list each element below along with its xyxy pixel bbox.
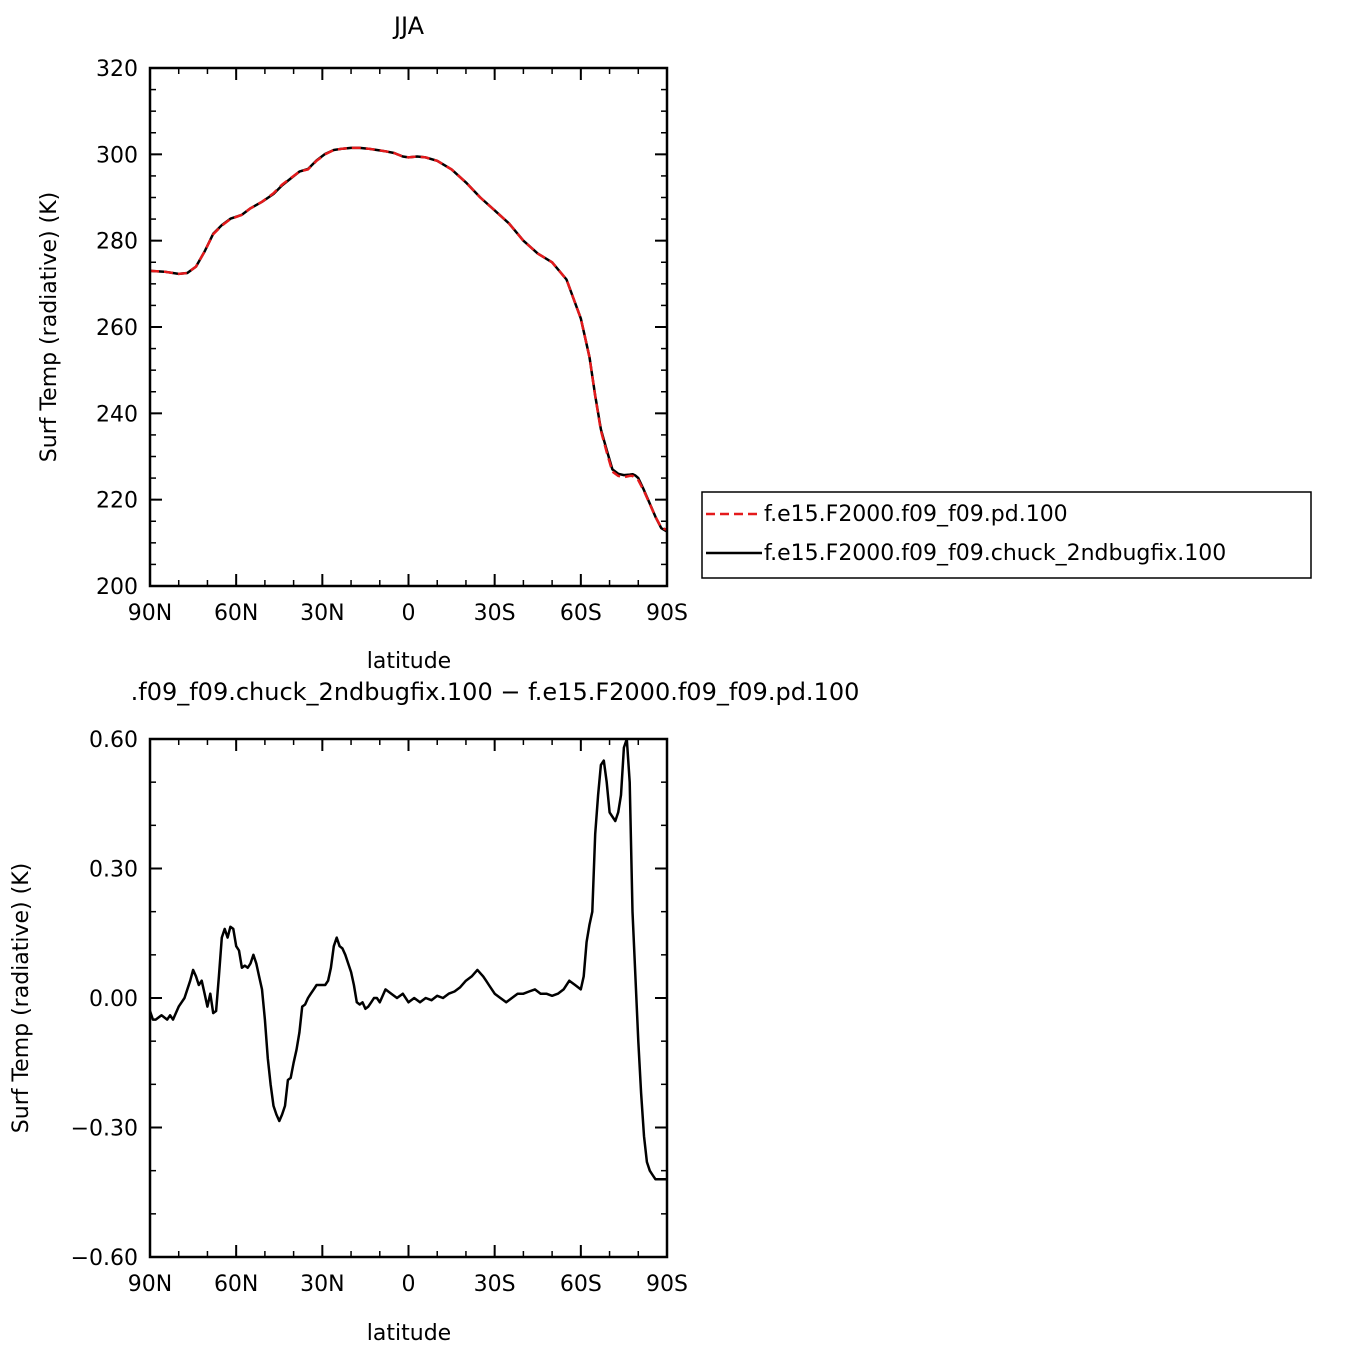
- bottom-x-tick-label: 60N: [214, 1272, 258, 1297]
- bottom-x-tick-label: 60S: [560, 1272, 602, 1297]
- bottom-x-tick-label: 90S: [646, 1272, 688, 1297]
- bottom-x-tick-label: 30S: [474, 1272, 516, 1297]
- legend-label-pd: f.e15.F2000.f09_f09.pd.100: [764, 502, 1068, 527]
- top-chart-xlabel: latitude: [367, 649, 451, 674]
- top-x-tick-label: 60N: [214, 601, 258, 626]
- top-y-tick-label: 280: [96, 230, 138, 255]
- bottom-x-tick-label: 0: [402, 1272, 416, 1297]
- top-y-tick-label: 200: [96, 575, 138, 600]
- bottom-chart-ticks: 90N 60N 30N 0 30S 60S 90S −0.60 −0.30 0.00 0.30 0.6…: [71, 728, 688, 1297]
- bottom-y-tick-label: 0.00: [89, 987, 138, 1012]
- top-chart-title: JJA: [392, 12, 425, 40]
- top-y-tick-label: 220: [96, 489, 138, 514]
- bottom-chart-xlabel: latitude: [367, 1321, 451, 1346]
- top-y-tick-label: 260: [96, 316, 138, 341]
- bottom-chart-title: .f09_f09.chuck_2ndbugfix.100 − f.e15.F20…: [131, 678, 860, 706]
- top-chart-panel: JJA 90N 60N 30N 0 30S 60S 90S 200 220 240 260 280 30…: [37, 12, 688, 674]
- top-x-tick-label: 60S: [560, 601, 602, 626]
- legend-box: [701, 491, 1312, 579]
- top-y-tick-label: 300: [96, 143, 138, 168]
- top-x-tick-label: 0: [402, 601, 416, 626]
- bottom-y-tick-label: 0.60: [89, 728, 138, 753]
- bottom-chart-frame: [148, 737, 669, 1259]
- top-chart-frame: [148, 66, 669, 588]
- bottom-chart-lines: [150, 739, 667, 1181]
- legend-label-chuck: f.e15.F2000.f09_f09.chuck_2ndbugfix.100: [764, 541, 1226, 566]
- bottom-series-line-0: [150, 739, 667, 1181]
- top-chart-ticks: 90N 60N 30N 0 30S 60S 90S 200 220 240 260 280 300 320: [96, 57, 688, 626]
- top-x-tick-label: 90N: [128, 601, 172, 626]
- bottom-x-tick-label: 30N: [300, 1272, 344, 1297]
- bottom-y-tick-label: −0.30: [71, 1117, 138, 1142]
- top-x-tick-label: 30N: [300, 601, 344, 626]
- top-x-tick-label: 30S: [474, 601, 516, 626]
- top-x-tick-label: 90S: [646, 601, 688, 626]
- top-y-tick-label: 320: [96, 57, 138, 82]
- bottom-chart-ylabel: Surf Temp (radiative) (K): [9, 863, 34, 1133]
- top-y-tick-label: 240: [96, 402, 138, 427]
- top-series-line-0: [149, 146, 668, 532]
- bottom-chart-panel: .f09_f09.chuck_2ndbugfix.100 − f.e15.F20…: [9, 678, 859, 1346]
- bottom-y-tick-label: 0.30: [89, 858, 138, 883]
- bottom-y-tick-label: −0.60: [71, 1246, 138, 1271]
- bottom-x-tick-label: 90N: [128, 1272, 172, 1297]
- legend: f.e15.F2000.f09_f09.pd.100 f.e15.F2000.f…: [701, 491, 1312, 579]
- top-chart-ylabel: Surf Temp (radiative) (K): [37, 192, 62, 462]
- top-series-line-1: [149, 146, 668, 533]
- top-chart-lines: [149, 146, 668, 533]
